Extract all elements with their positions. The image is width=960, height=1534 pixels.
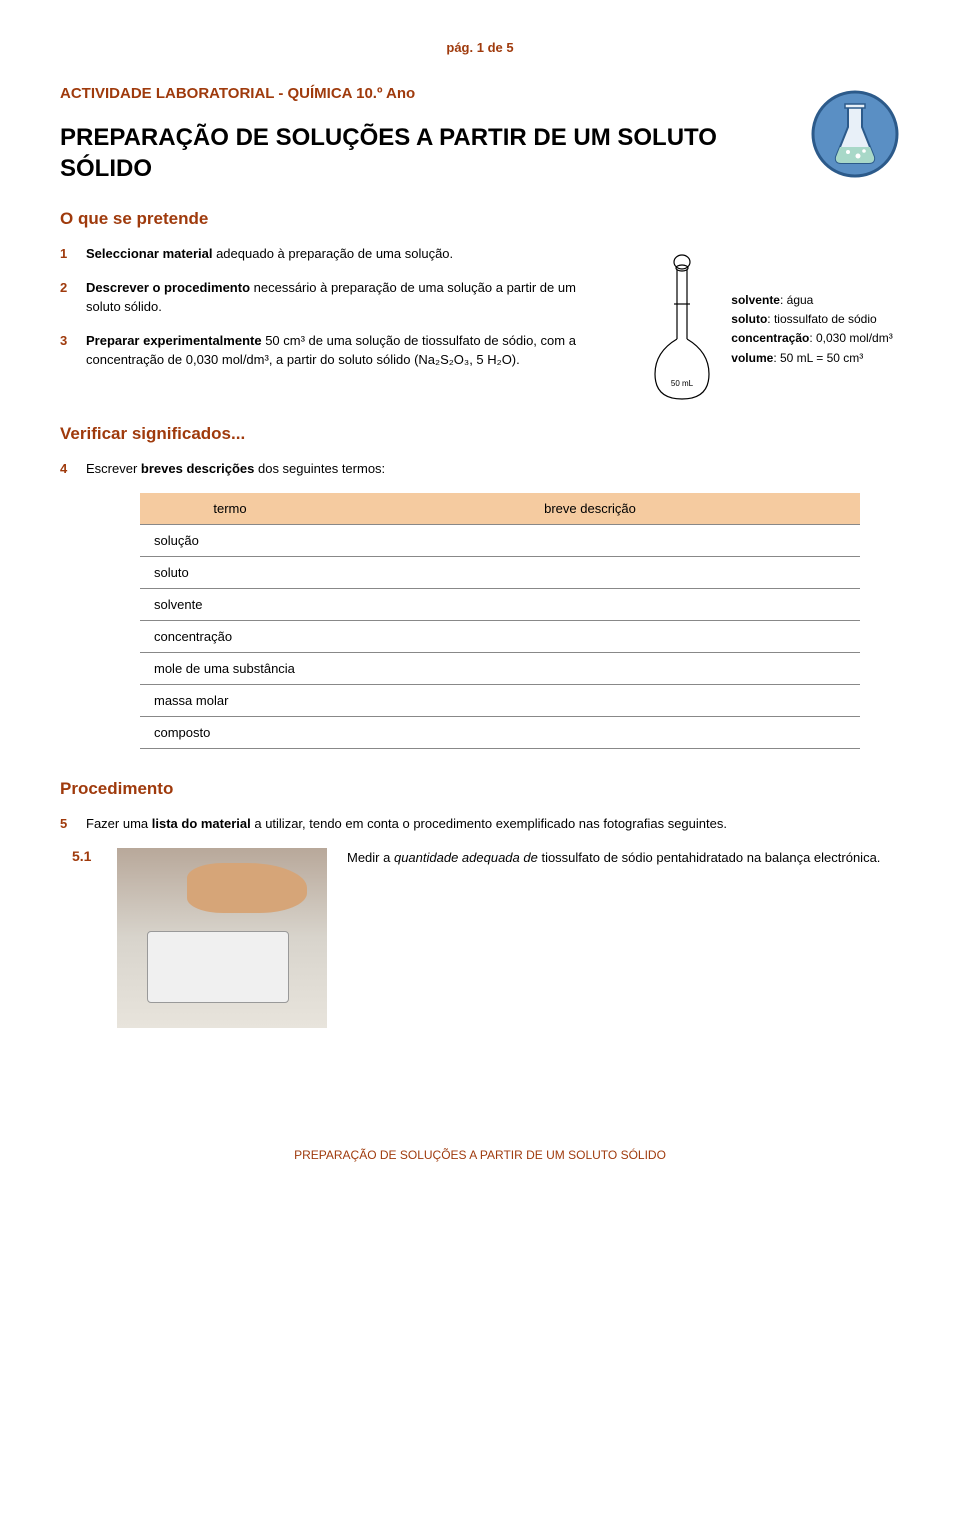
proc-num: 5 (60, 814, 74, 834)
step-num: 5.1 (72, 848, 97, 864)
table-row: massa molar (140, 684, 860, 716)
table-row: composto (140, 716, 860, 748)
objective-num: 1 (60, 244, 74, 264)
verificar-intro: 4 Escrever breves descrições dos seguint… (60, 459, 900, 479)
page-footer: PREPARAÇÃO DE SOLUÇÕES A PARTIR DE UM SO… (60, 1148, 900, 1162)
term-cell: solução (140, 524, 320, 556)
desc-cell (320, 684, 860, 716)
step-row-5-1: 5.1 Medir a quantidade adequada de tioss… (60, 848, 900, 1028)
table-header-row: termo breve descrição (140, 493, 860, 525)
desc-cell (320, 588, 860, 620)
title-row: ACTIVIDADE LABORATORIAL - QUÍMICA 10.º A… (60, 85, 900, 209)
objective-item-1: 1 Seleccionar material adequado à prepar… (60, 244, 610, 264)
desc-cell (320, 652, 860, 684)
desc-cell (320, 524, 860, 556)
balance-photo (117, 848, 327, 1028)
info-soluto: soluto: tiossulfato de sódio (731, 310, 892, 329)
table-row: solvente (140, 588, 860, 620)
objective-text: Seleccionar material adequado à preparaç… (86, 244, 610, 264)
term-cell: soluto (140, 556, 320, 588)
section-title-procedimento: Procedimento (60, 779, 900, 799)
content-row-objectives: 1 Seleccionar material adequado à prepar… (60, 244, 900, 404)
objective-item-2: 2 Descrever o procedimento necessário à … (60, 278, 610, 317)
objective-text: Preparar experimentalmente 50 cm³ de uma… (86, 331, 610, 370)
step-text: Medir a quantidade adequada de tiossulfa… (347, 848, 900, 868)
intro-num: 4 (60, 459, 74, 479)
section-title-pretende: O que se pretende (60, 209, 900, 229)
desc-cell (320, 716, 860, 748)
term-cell: composto (140, 716, 320, 748)
table-header-term: termo (140, 493, 320, 525)
terms-table: termo breve descrição solução soluto sol… (140, 493, 860, 749)
table-row: concentração (140, 620, 860, 652)
info-concentracao: concentração: 0,030 mol/dm³ (731, 329, 892, 348)
table-row: solução (140, 524, 860, 556)
table-header-desc: breve descrição (320, 493, 860, 525)
svg-text:50 mL: 50 mL (671, 379, 694, 388)
volumetric-flask-icon: 50 mL (647, 254, 717, 404)
objective-text: Descrever o procedimento necessário à pr… (86, 278, 610, 317)
objective-item-3: 3 Preparar experimentalmente 50 cm³ de u… (60, 331, 610, 370)
term-cell: massa molar (140, 684, 320, 716)
objectives-list: 1 Seleccionar material adequado à prepar… (60, 244, 610, 384)
flask-info-panel: 50 mL solvente: água soluto: tiossulfato… (640, 244, 900, 404)
desc-cell (320, 620, 860, 652)
section-title-verificar: Verificar significados... (60, 424, 900, 444)
flask-info-text: solvente: água soluto: tiossulfato de só… (731, 291, 892, 368)
objective-num: 3 (60, 331, 74, 370)
term-cell: concentração (140, 620, 320, 652)
term-cell: mole de uma substância (140, 652, 320, 684)
page-container: pág. 1 de 5 ACTIVIDADE LABORATORIAL - QU… (0, 0, 960, 1202)
page-number: pág. 1 de 5 (60, 40, 900, 55)
desc-cell (320, 556, 860, 588)
info-volume: volume: 50 mL = 50 cm³ (731, 349, 892, 368)
procedimento-intro: 5 Fazer uma lista do material a utilizar… (60, 814, 900, 834)
table-row: soluto (140, 556, 860, 588)
objective-num: 2 (60, 278, 74, 317)
intro-text: Escrever breves descrições dos seguintes… (86, 459, 900, 479)
activity-header: ACTIVIDADE LABORATORIAL - QUÍMICA 10.º A… (60, 85, 790, 102)
flask-circle-icon (810, 89, 900, 179)
flask-info: 50 mL solvente: água soluto: tiossulfato… (647, 254, 892, 404)
table-row: mole de uma substância (140, 652, 860, 684)
proc-text: Fazer uma lista do material a utilizar, … (86, 814, 900, 834)
main-title: PREPARAÇÃO DE SOLUÇÕES A PARTIR DE UM SO… (60, 122, 790, 184)
terms-table-wrap: termo breve descrição solução soluto sol… (60, 493, 900, 749)
flask-logo-icon (810, 89, 900, 179)
info-solvente: solvente: água (731, 291, 892, 310)
term-cell: solvente (140, 588, 320, 620)
